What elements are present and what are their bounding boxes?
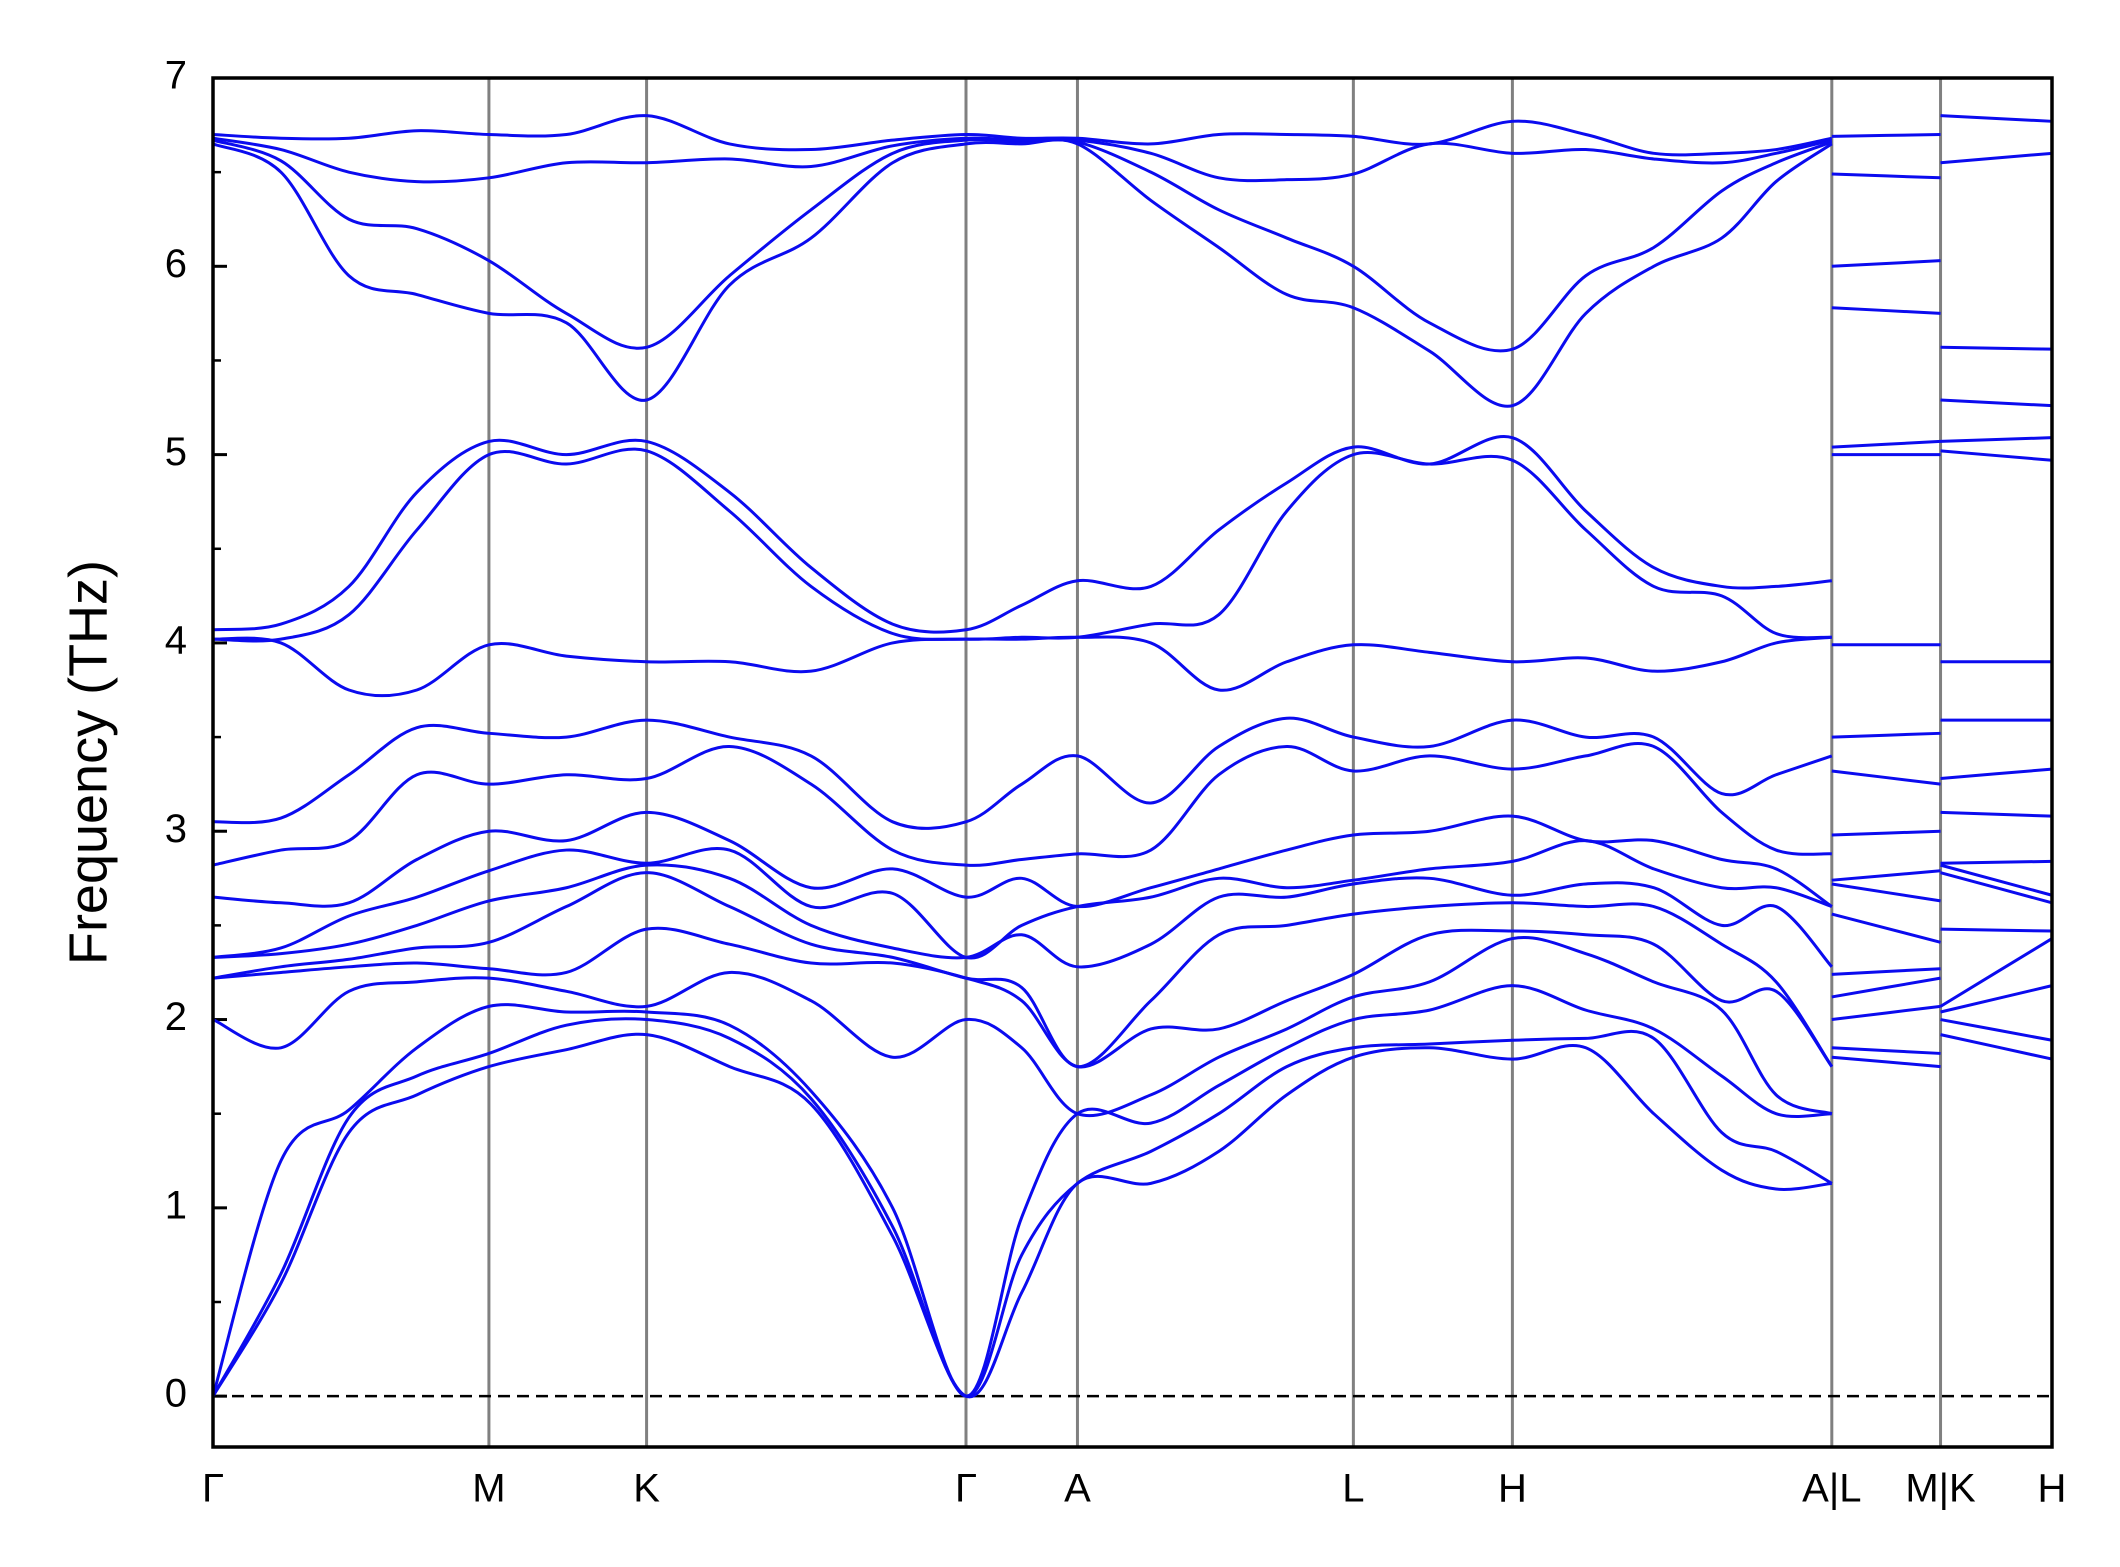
band (212, 936, 2053, 1118)
band (212, 447, 2053, 643)
x-tick-label: M (472, 1467, 505, 1511)
y-tick-label: 5 (165, 430, 187, 474)
y-tick-label: 3 (165, 807, 187, 851)
band (212, 926, 2053, 1069)
band (211, 984, 2053, 1398)
y-tick-label: 6 (165, 242, 187, 286)
band (212, 871, 2053, 1069)
y-tick-label: 0 (165, 1372, 187, 1416)
band (212, 114, 2053, 157)
band (212, 863, 2053, 969)
x-tick-label: A|L (1802, 1467, 1861, 1511)
x-tick-label: L (1342, 1467, 1364, 1511)
y-tick-label: 4 (165, 618, 187, 662)
x-tick-label: H (2038, 1467, 2067, 1511)
y-axis-label: Frequency (THz) (58, 560, 118, 965)
x-tick-label: Γ (202, 1467, 224, 1511)
y-tick-label: 7 (165, 54, 187, 98)
band (212, 434, 2053, 634)
x-tick-label: K (633, 1467, 660, 1511)
band (211, 1032, 2053, 1399)
y-tick-label: 1 (165, 1183, 187, 1227)
plot-frame (211, 76, 2054, 1449)
y-tick-label: 2 (165, 995, 187, 1039)
x-tick-label: M|K (1905, 1467, 1976, 1511)
x-tick-label: H (1498, 1467, 1527, 1511)
band (211, 1017, 2053, 1398)
band (212, 810, 2053, 909)
x-tick-label: Γ (955, 1467, 977, 1511)
band (212, 741, 2053, 867)
x-tick-label: A (1064, 1467, 1091, 1511)
band (212, 716, 2052, 830)
